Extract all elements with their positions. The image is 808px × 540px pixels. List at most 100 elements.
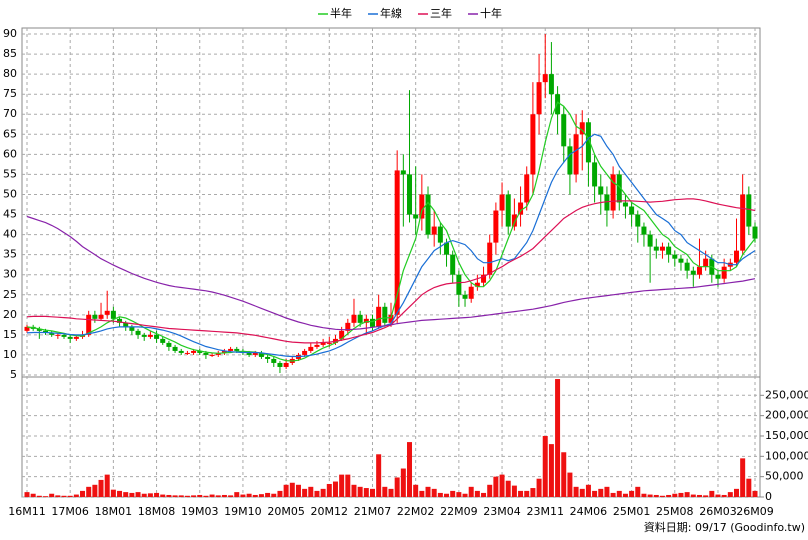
volume-bar <box>86 486 92 497</box>
candle-body <box>530 114 536 175</box>
volume-bar <box>555 379 561 497</box>
x-tick-label: 20M12 <box>311 505 349 518</box>
legend-label: 十年 <box>480 6 502 20</box>
volume-bar <box>382 486 388 497</box>
volume-bar <box>474 490 480 497</box>
candle-body <box>659 246 665 251</box>
candle-body <box>178 350 184 353</box>
candle-body <box>437 226 443 243</box>
x-tick-label: 18M01 <box>95 505 133 518</box>
volume-bar <box>277 490 283 497</box>
volume-bar <box>629 490 635 497</box>
candle-body <box>511 214 517 227</box>
volume-bar <box>166 494 172 497</box>
x-tick-label: 22M09 <box>440 505 478 518</box>
volume-bar <box>258 494 264 497</box>
y2-tick-label: 50,000 <box>765 470 804 483</box>
ma-line <box>26 215 756 331</box>
volume-bar <box>283 484 289 497</box>
volume-bar <box>388 488 394 497</box>
volume-bar <box>400 468 406 497</box>
candle-body <box>407 174 413 215</box>
volume-bar <box>462 493 468 497</box>
volume-bar <box>209 494 215 497</box>
candle-body <box>73 336 79 339</box>
y-tick-label: 50 <box>3 187 17 200</box>
y-tick-label: 45 <box>3 208 17 221</box>
candle-body <box>450 254 456 275</box>
candle-body <box>703 258 709 267</box>
volume-bar <box>160 494 166 497</box>
candle-body <box>184 352 190 354</box>
volume-bar <box>437 492 443 497</box>
candle-body <box>487 242 493 275</box>
legend-label: 半年 <box>330 6 352 20</box>
candle-body <box>369 318 375 327</box>
volume-bar <box>727 492 733 497</box>
volume-bar <box>647 494 653 497</box>
candle-body <box>160 338 166 343</box>
candle-body <box>203 352 209 355</box>
volume-bar <box>289 482 295 497</box>
candle-body <box>653 246 659 251</box>
candle-body <box>604 194 610 211</box>
x-tick-label: 19M03 <box>181 505 219 518</box>
volume-bar <box>444 493 450 497</box>
candle-body <box>283 362 289 367</box>
volume-bar <box>141 493 147 497</box>
x-tick-label: 25M01 <box>613 505 651 518</box>
candle-body <box>524 174 530 203</box>
volume-bar <box>678 492 684 497</box>
volume-bar <box>413 484 419 497</box>
candle-body <box>456 274 462 295</box>
candle-body <box>493 210 499 243</box>
volume-bar <box>234 492 240 497</box>
volume-bar <box>117 490 123 497</box>
candle-body <box>616 174 622 203</box>
volume-bar <box>98 479 104 497</box>
candle-body <box>339 330 345 339</box>
y2-tick-label: 150,000 <box>765 429 808 442</box>
volume-bar <box>24 492 30 497</box>
volume-bar <box>407 442 413 497</box>
candle-body <box>228 348 234 351</box>
volume-bar <box>320 488 326 497</box>
volume-bar <box>252 494 258 497</box>
candle-body <box>481 274 487 283</box>
volume-bar <box>696 494 702 497</box>
volume-bar <box>659 495 665 497</box>
volume-bar <box>511 485 517 497</box>
volume-bar <box>172 495 178 497</box>
volume-bar <box>616 490 622 497</box>
volume-bar <box>536 478 542 497</box>
volume-bar <box>36 495 42 497</box>
volume-bar <box>394 477 400 497</box>
candle-body <box>555 94 561 115</box>
candle-body <box>610 174 616 211</box>
volume-bar <box>592 490 598 497</box>
legend-label: 年線 <box>380 6 402 20</box>
volume-bar <box>579 488 585 497</box>
y-tick-label: 85 <box>3 47 17 60</box>
y-tick-label: 10 <box>3 348 17 361</box>
candle-body <box>592 162 598 187</box>
candle-body <box>166 342 172 347</box>
y-tick-label: 5 <box>10 368 17 381</box>
candle-body <box>117 318 123 323</box>
candle-body <box>246 352 252 355</box>
candle-body <box>542 74 548 83</box>
x-tick-label: 25M08 <box>656 505 694 518</box>
volume-bar <box>419 490 425 497</box>
volume-bar <box>715 494 721 497</box>
candle-body <box>444 242 450 255</box>
volume-bar <box>530 488 536 497</box>
volume-bar <box>548 444 554 497</box>
volume-bar <box>369 488 375 497</box>
candle-body <box>147 334 153 337</box>
x-tick-label: 21M07 <box>354 505 392 518</box>
candle-body <box>302 350 308 355</box>
volume-bar <box>314 490 320 497</box>
candle-body <box>357 314 363 323</box>
y2-tick-label: 200,000 <box>765 409 808 422</box>
